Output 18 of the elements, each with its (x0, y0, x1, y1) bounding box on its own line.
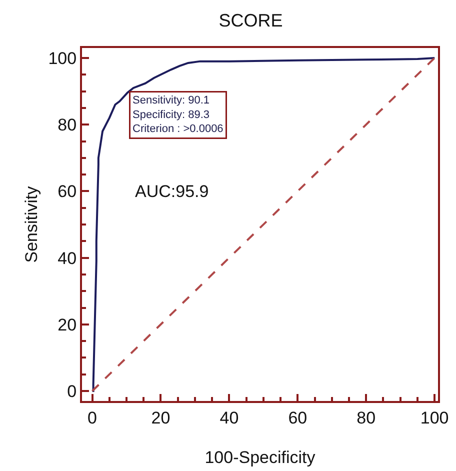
x-axis-title: 100-Specificity (204, 448, 316, 467)
line-series (91, 56, 436, 392)
annotation: Sensitivity: 90.1 Specificity: 89.3 Criterion : >0.0006 (132, 94, 224, 136)
y-tick-label: 80 (58, 116, 77, 135)
y-tick-label: 40 (58, 248, 77, 268)
y-axis-title: Sensitivity (22, 186, 41, 263)
y-tick-label: 20 (58, 315, 77, 334)
annotation: AUC:95.9 (135, 182, 209, 201)
y-tick-label: 60 (58, 182, 77, 202)
chart-title: SCORE (218, 10, 283, 31)
x-tick-label: 100 (420, 408, 449, 428)
x-tick-label: 0 (88, 408, 98, 428)
x-tick-label: 40 (220, 408, 239, 428)
x-tick-label: 60 (288, 408, 308, 428)
x-tick-label: 20 (151, 408, 170, 428)
y-tick-label: 100 (48, 48, 77, 68)
y-tick-label: 0 (67, 382, 77, 401)
x-tick-label: 80 (356, 408, 376, 428)
